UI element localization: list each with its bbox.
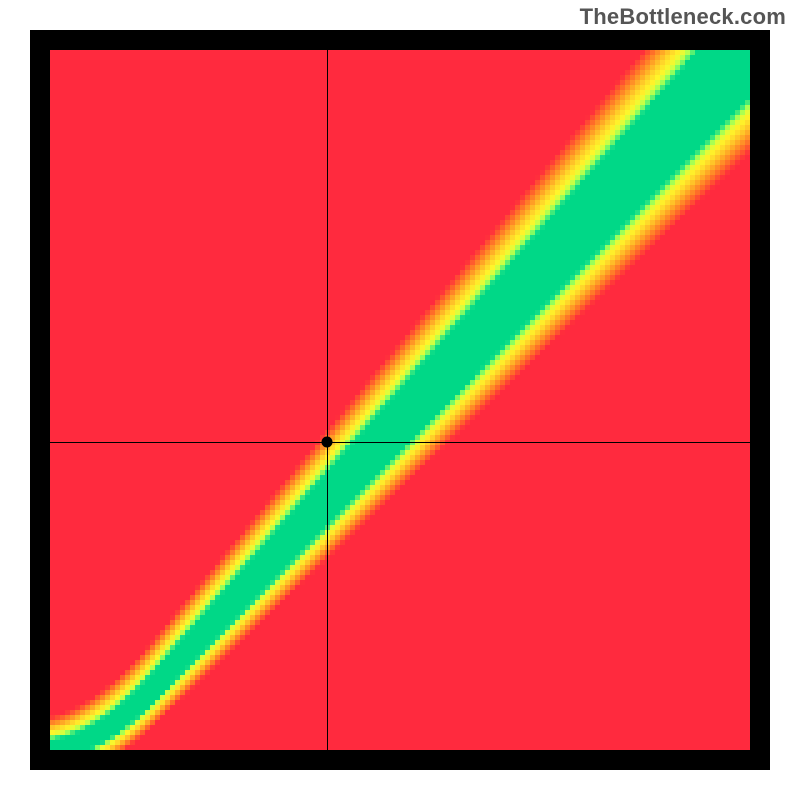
watermark-text: TheBottleneck.com: [580, 4, 786, 30]
chart-frame: [30, 30, 770, 770]
heatmap-canvas: [50, 50, 750, 750]
crosshair-vertical: [327, 50, 328, 750]
crosshair-marker: [321, 437, 332, 448]
crosshair-horizontal: [50, 442, 750, 443]
heatmap-plot: [50, 50, 750, 750]
chart-container: TheBottleneck.com: [0, 0, 800, 800]
